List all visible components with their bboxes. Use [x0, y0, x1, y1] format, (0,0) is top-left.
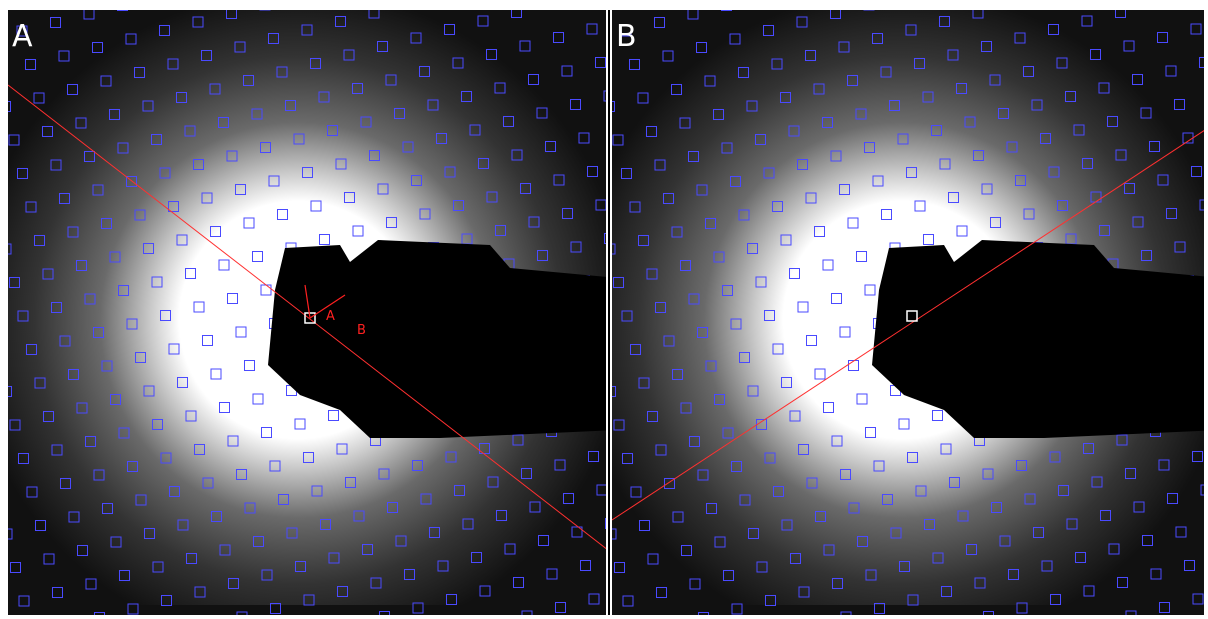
spot-box	[1007, 0, 1017, 10]
axis-label: B	[357, 323, 366, 338]
spot-box	[545, 0, 555, 9]
spot-box	[0, 353, 3, 363]
spot-box	[118, 1, 128, 11]
figure: A B A A B B	[0, 0, 1208, 619]
spot-box	[722, 1, 732, 11]
spot-box	[1149, 0, 1159, 9]
panel-label: A	[12, 19, 33, 54]
spot-box	[260, 0, 270, 10]
panel-content: A B A	[0, 0, 618, 619]
spot-box	[0, 496, 4, 506]
spot-box	[864, 0, 874, 10]
spot-box	[403, 0, 413, 10]
axis-label: A	[326, 309, 335, 324]
panel: A B A	[0, 0, 618, 619]
panel-label: B	[616, 19, 637, 54]
